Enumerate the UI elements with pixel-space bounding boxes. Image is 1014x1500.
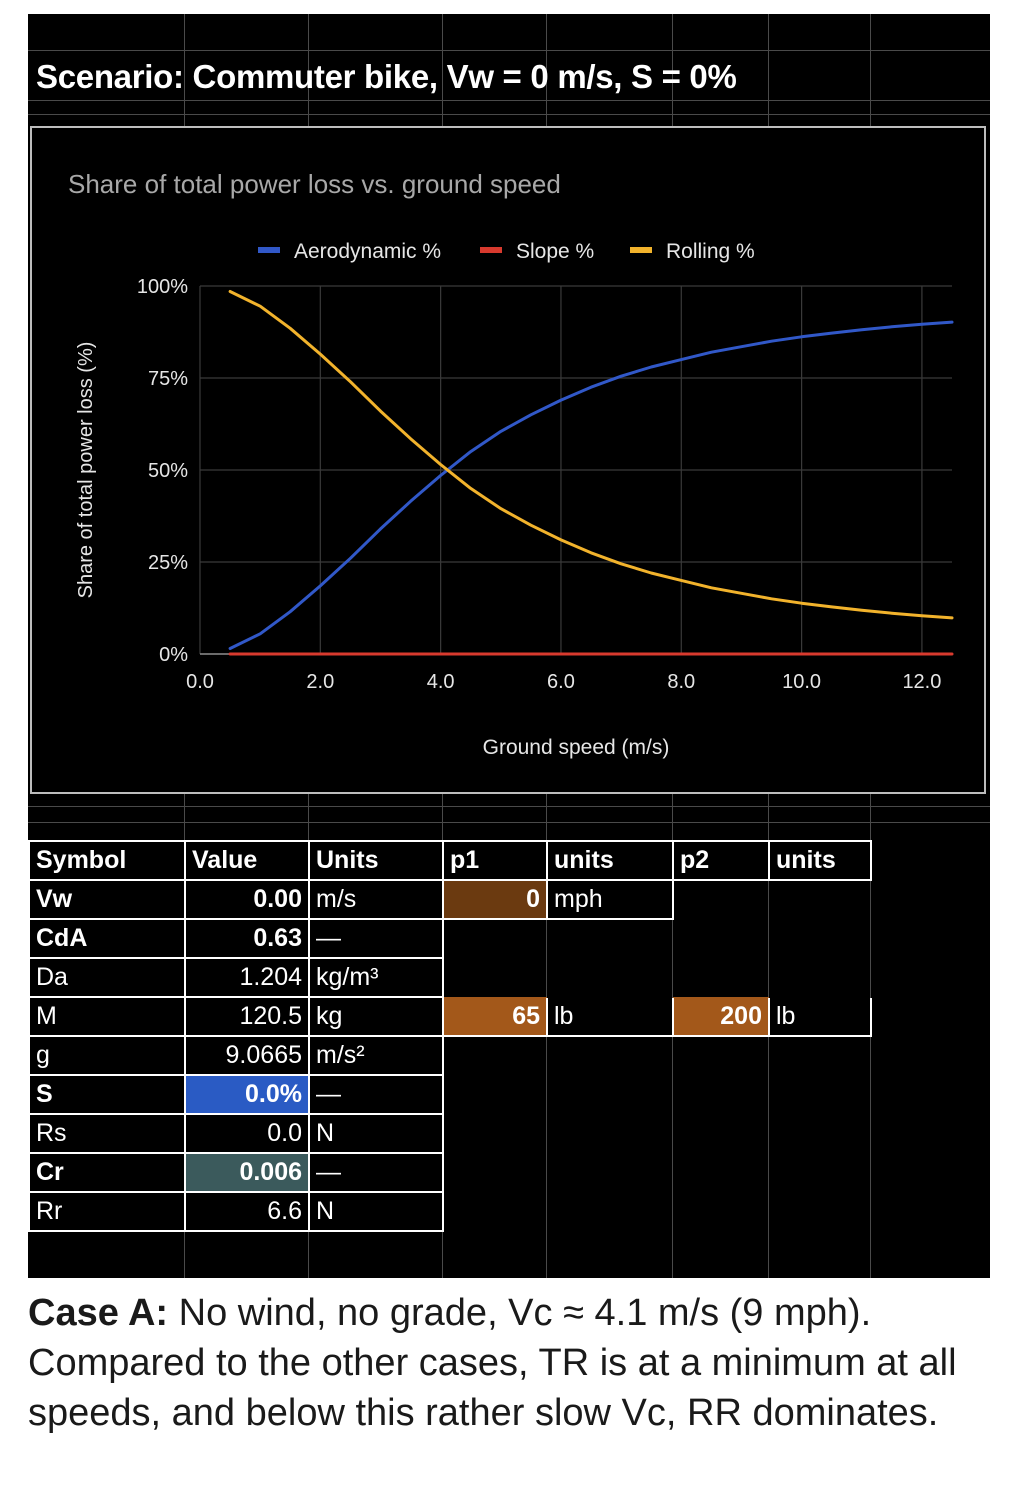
cell-empty[interactable] (443, 958, 871, 997)
y-tick-label: 75% (148, 368, 188, 390)
cell-value[interactable]: 0.0 (184, 1113, 310, 1154)
cell-p1-units[interactable]: mph (546, 879, 674, 920)
cell-empty[interactable] (443, 1075, 871, 1114)
cell-symbol[interactable]: g (28, 1035, 186, 1076)
cell-value[interactable]: 0.00 (184, 879, 310, 920)
x-tick-label: 4.0 (427, 671, 455, 693)
sheet-gridline (28, 50, 990, 51)
legend-swatch (480, 247, 502, 253)
cell-p2-input[interactable]: 200 (672, 996, 770, 1037)
cell-units[interactable]: kg/m³ (308, 957, 444, 998)
x-tick-label: 8.0 (667, 671, 695, 693)
cell-value[interactable]: 6.6 (184, 1191, 310, 1232)
table-row: Cr 0.006 — (28, 1152, 871, 1193)
x-tick-label: 12.0 (902, 671, 941, 693)
table-row: M 120.5 kg 65 lb 200 lb (28, 996, 872, 1037)
scenario-title: Scenario: Commuter bike, Vw = 0 m/s, S =… (36, 58, 737, 95)
x-tick-label: 0.0 (186, 671, 214, 693)
legend-swatch (258, 247, 280, 253)
chart-panel[interactable]: Share of total power loss vs. ground spe… (30, 126, 986, 794)
cell-units[interactable]: m/s (308, 879, 444, 920)
cell-symbol[interactable]: Cr (28, 1152, 186, 1193)
y-tick-label: 100% (137, 276, 188, 298)
cell-units[interactable]: N (308, 1113, 444, 1154)
cell-units[interactable]: m/s² (308, 1035, 444, 1076)
cell-units[interactable]: N (308, 1191, 444, 1232)
y-axis-label: Share of total power loss (%) (75, 342, 97, 599)
cell-empty[interactable] (443, 1192, 871, 1231)
parameter-table: Symbol Value Units p1 units p2 units Vw … (28, 840, 872, 1232)
header-p1[interactable]: p1 (442, 840, 548, 881)
table-header-row: Symbol Value Units p1 units p2 units (28, 840, 872, 881)
sheet-gridline (28, 100, 990, 101)
cell-p1-input[interactable]: 65 (442, 996, 548, 1037)
cell-empty[interactable] (443, 1114, 871, 1153)
y-tick-label: 25% (148, 552, 188, 574)
sheet-gridline (28, 822, 990, 823)
cell-value[interactable]: 1.204 (184, 957, 310, 998)
cell-p1-units[interactable]: lb (546, 996, 674, 1037)
cell-p1-input[interactable]: 0 (442, 879, 548, 920)
caption-text: No wind, no grade, Vc ≈ 4.1 m/s (9 mph).… (28, 1292, 957, 1434)
chart-title: Share of total power loss vs. ground spe… (68, 169, 561, 199)
line-chart: Share of total power loss vs. ground spe… (68, 169, 954, 759)
cell-units[interactable]: — (308, 918, 444, 959)
cell-value[interactable]: 0.63 (184, 918, 310, 959)
cell-symbol[interactable]: Vw (28, 879, 186, 920)
caption: Case A: No wind, no grade, Vc ≈ 4.1 m/s … (28, 1288, 988, 1438)
table-row: S 0.0% — (28, 1074, 871, 1115)
y-tick-label: 0% (159, 644, 188, 666)
header-p2-units[interactable]: units (768, 840, 872, 881)
cell-symbol[interactable]: Rr (28, 1191, 186, 1232)
header-p2[interactable]: p2 (672, 840, 770, 881)
sheet-gridline (28, 806, 990, 807)
cell-slope-input[interactable]: 0.0% (184, 1074, 310, 1115)
cell-units[interactable]: — (308, 1074, 444, 1115)
x-tick-label: 2.0 (306, 671, 334, 693)
cell-value[interactable]: 9.0665 (184, 1035, 310, 1076)
table-row: Da 1.204 kg/m³ (28, 957, 871, 998)
cell-empty[interactable] (443, 1153, 871, 1192)
cell-value[interactable]: 120.5 (184, 996, 310, 1037)
table-row: Rr 6.6 N (28, 1191, 871, 1232)
legend-swatch (630, 247, 652, 253)
legend-label: Aerodynamic % (294, 240, 441, 263)
cell-cr-input[interactable]: 0.006 (184, 1152, 310, 1193)
y-tick-label: 50% (148, 460, 188, 482)
header-value[interactable]: Value (184, 840, 310, 881)
cell-units[interactable]: kg (308, 996, 444, 1037)
header-p1-units[interactable]: units (546, 840, 674, 881)
spreadsheet-area: Scenario: Commuter bike, Vw = 0 m/s, S =… (28, 14, 990, 1278)
cell-empty[interactable] (443, 919, 871, 958)
cell-p2-units[interactable]: lb (768, 996, 872, 1037)
legend-label: Rolling % (666, 240, 755, 263)
table-row: Rs 0.0 N (28, 1113, 871, 1154)
cell-symbol[interactable]: Da (28, 957, 186, 998)
caption-label: Case A: (28, 1292, 169, 1334)
x-tick-label: 6.0 (547, 671, 575, 693)
cell-symbol[interactable]: CdA (28, 918, 186, 959)
cell-symbol[interactable]: S (28, 1074, 186, 1115)
header-units[interactable]: Units (308, 840, 444, 881)
cell-symbol[interactable]: M (28, 996, 186, 1037)
table-row: Vw 0.00 m/s 0 mph (28, 879, 871, 920)
table-row: g 9.0665 m/s² (28, 1035, 871, 1076)
cell-symbol[interactable]: Rs (28, 1113, 186, 1154)
rolling-series-line (228, 290, 954, 620)
header-symbol[interactable]: Symbol (28, 840, 186, 881)
x-axis-label: Ground speed (m/s) (483, 736, 670, 759)
cell-units[interactable]: — (308, 1152, 444, 1193)
sheet-gridline (28, 114, 990, 115)
legend-label: Slope % (516, 240, 594, 263)
aerodynamic-series-line (228, 320, 954, 650)
x-tick-label: 10.0 (782, 671, 821, 693)
cell-empty[interactable] (769, 880, 871, 919)
table-row: CdA 0.63 — (28, 918, 871, 959)
cell-empty[interactable] (673, 880, 769, 919)
cell-empty[interactable] (443, 1036, 871, 1075)
